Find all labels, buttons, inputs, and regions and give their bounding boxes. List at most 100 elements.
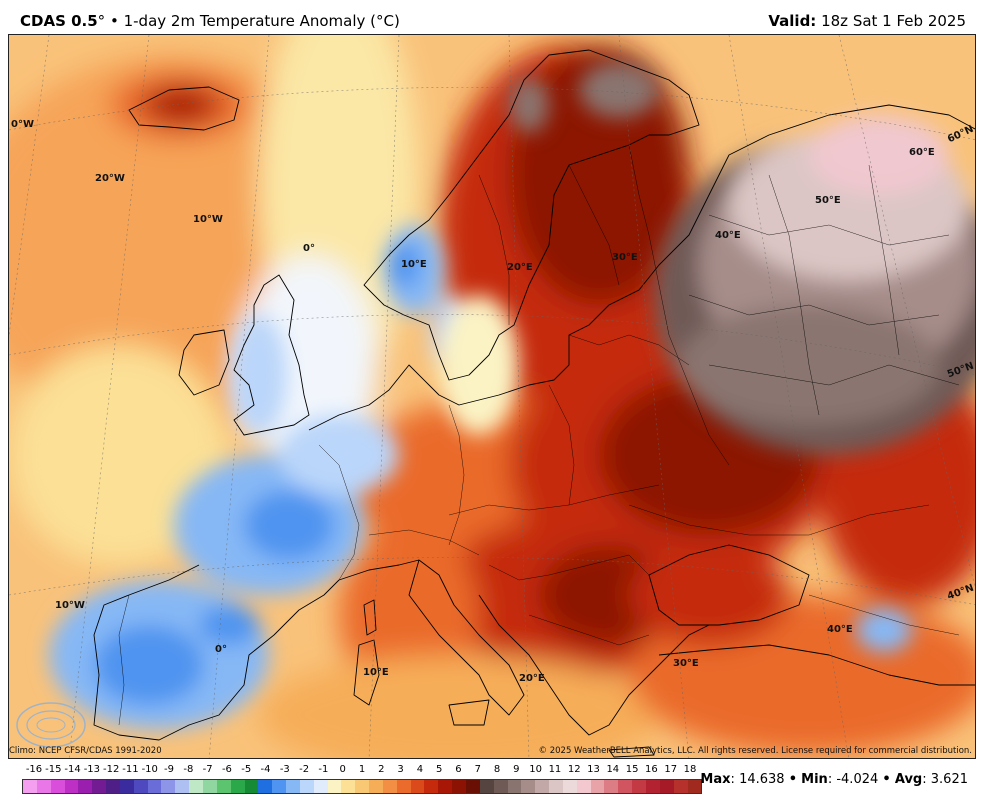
legend-swatch <box>286 780 300 793</box>
legend-tick-label: 3 <box>397 764 404 775</box>
legend-swatch <box>687 780 702 793</box>
field-statistics: Max: 14.638 • Min: -4.024 • Avg: 3.621 <box>700 772 968 787</box>
legend-swatch <box>382 780 397 793</box>
legend-swatch <box>632 780 646 793</box>
italy-coast <box>408 559 525 716</box>
caucasus-cool <box>856 608 912 652</box>
valid-time-value: 18z Sat 1 Feb 2025 <box>821 12 966 30</box>
logo-graphic <box>16 702 86 748</box>
legend-tick-label: 1 <box>358 764 366 775</box>
legend-tick-label: 15 <box>625 764 639 775</box>
ireland-coast <box>178 329 230 396</box>
legend-tick-label: 10 <box>529 764 543 775</box>
legend-tick-label: -2 <box>299 764 310 775</box>
stats-separator-2: • <box>882 772 891 787</box>
legend-swatch <box>452 780 466 793</box>
legend-tick-label: 9 <box>513 764 520 775</box>
kola-extreme <box>579 62 659 118</box>
legend-tick-label: -4 <box>260 764 271 775</box>
border-finland <box>568 164 620 286</box>
border-caucasus <box>808 594 960 636</box>
stats-separator-1: • <box>788 772 798 787</box>
benelux-cool <box>279 415 399 495</box>
legend-swatch <box>50 780 65 793</box>
legend-swatch <box>355 780 370 793</box>
legend-swatch <box>438 780 453 793</box>
border-france <box>318 444 360 581</box>
legend-swatch <box>535 780 550 793</box>
grid-label-20w: 20°W <box>95 173 125 184</box>
lapland-extreme <box>509 77 549 133</box>
legend-swatch <box>189 780 203 793</box>
legend-swatch <box>244 780 259 793</box>
legend-tick-label: -12 <box>103 764 120 775</box>
legend-swatch <box>604 780 619 793</box>
legend-tick-label: 14 <box>606 764 620 775</box>
legend-tick-label: -9 <box>164 764 175 775</box>
grid-label-0: 0° <box>303 243 315 254</box>
legend-swatch <box>493 780 508 793</box>
parallel-40n <box>9 557 975 605</box>
legend-swatch <box>507 780 522 793</box>
extreme-anomalies <box>509 62 975 455</box>
legend-tick-label: -8 <box>183 764 194 775</box>
grid-label-60e: 60°E <box>909 147 935 158</box>
meridian-20w <box>9 35 50 336</box>
product-close: ) <box>394 12 400 30</box>
legend-tick-label: 11 <box>548 764 562 775</box>
legend-tick-label: 7 <box>474 764 481 775</box>
france-med-coast <box>338 559 420 581</box>
france-cold-core <box>244 490 334 560</box>
meridian-0 <box>208 35 270 758</box>
anomaly-map[interactable]: 0°W 20°W 10°W 0° 10°E 20°E 30°E 40°E 50°… <box>8 34 976 759</box>
legend-swatch <box>258 780 273 793</box>
turkey-coast <box>658 644 975 686</box>
legend-swatch <box>369 780 383 793</box>
iceland-core <box>143 85 219 125</box>
grid-label-30e-south: 30°E <box>673 658 699 669</box>
legend-tick-label: 16 <box>645 764 658 775</box>
legend-tick-label: -3 <box>279 764 290 775</box>
legend-tick-label: 18 <box>683 764 697 775</box>
legend-tick-label: -1 <box>318 764 329 775</box>
anomaly-map-canvas <box>9 35 975 758</box>
legend-tick-labels: -16 -15 -14 -13 -12 -11 -10 -9 -8 -7 -6 -5 -4 -3 -2 -1 0… <box>22 764 702 778</box>
legend-tick-label: 4 <box>416 764 424 775</box>
legend-tick-label: 2 <box>378 764 385 775</box>
border-iberia <box>118 594 130 726</box>
legend-swatch <box>466 780 480 793</box>
border-balkans-south <box>528 614 650 646</box>
color-legend: -16 -15 -14 -13 -12 -11 -10 -9 -8 -7 -6 -5 -4 -3 -2 -1 0… <box>22 764 702 798</box>
degree-mark: ° <box>97 12 106 30</box>
biscay-mild <box>9 345 229 565</box>
border-russia-regions-2 <box>688 294 940 326</box>
min-colon: : <box>827 772 833 787</box>
spain-east-core <box>199 605 259 645</box>
legend-tick-label: 13 <box>587 764 600 775</box>
uk-coast <box>233 274 310 436</box>
sardinia-coast <box>353 639 380 706</box>
parallel-60n <box>9 87 975 140</box>
grid-label-0w: 0°W <box>11 119 34 130</box>
valid-label: Valid: <box>768 12 817 30</box>
legend-tick-label: -15 <box>45 764 62 775</box>
iberia-coast <box>93 564 340 741</box>
max-colon: : <box>730 772 735 787</box>
legend-swatch <box>106 780 120 793</box>
border-russia-regions-5 <box>868 164 900 356</box>
grid-label-50e: 50°E <box>815 195 841 206</box>
legend-swatch <box>673 780 688 793</box>
legend-tick-label: -6 <box>221 764 232 775</box>
min-value: -4.024 <box>836 772 879 787</box>
avg-label: Avg <box>894 772 923 787</box>
black-sea-coast <box>648 544 810 626</box>
legend-swatch <box>659 780 674 793</box>
legend-swatch <box>36 780 51 793</box>
climo-credit: Climo: NCEP CFSR/CDAS 1991-2020 <box>9 746 162 756</box>
grid-label-0-south: 0° <box>215 644 227 655</box>
legend-swatch <box>521 780 536 793</box>
legend-tick-label: 0 <box>339 764 346 775</box>
legend-tick-label: -13 <box>83 764 101 775</box>
border-russia-regions-4 <box>768 174 820 416</box>
copyright-notice: © 2025 WeatherBELL Analytics, LLC. All r… <box>538 746 972 756</box>
